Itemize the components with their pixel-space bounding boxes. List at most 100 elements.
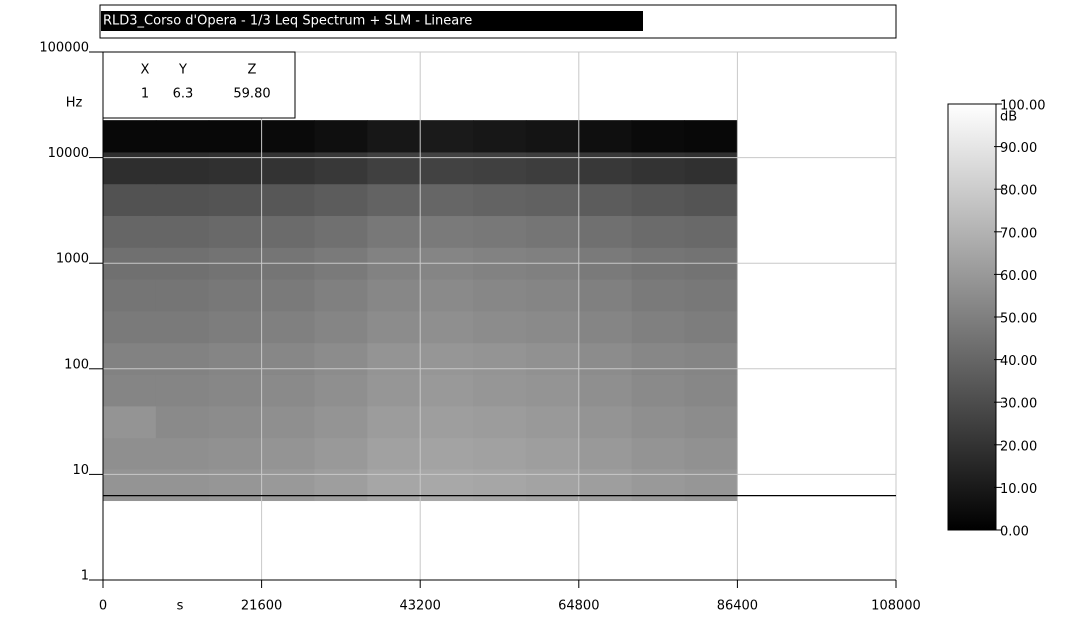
heat-cell bbox=[314, 405, 368, 439]
colorbar-tick-label: 20.00 bbox=[1000, 439, 1037, 454]
heat-cell bbox=[420, 436, 474, 470]
heat-cell bbox=[208, 310, 263, 344]
x-tick-label: 43200 bbox=[400, 599, 441, 614]
heat-cell bbox=[525, 215, 580, 248]
heat-cell bbox=[473, 342, 527, 375]
heat-cell bbox=[684, 120, 738, 153]
heat-cell bbox=[314, 120, 368, 153]
heat-cell bbox=[525, 342, 580, 375]
heat-cell bbox=[103, 405, 157, 439]
colorbar-tick-label: 80.00 bbox=[1000, 184, 1037, 199]
y-tick-label: 100 bbox=[64, 357, 89, 372]
heat-cell bbox=[367, 374, 421, 407]
heat-cell bbox=[420, 342, 474, 375]
heat-cell bbox=[103, 374, 157, 407]
heat-cell bbox=[473, 436, 527, 470]
heat-cell bbox=[261, 215, 315, 248]
heat-cell bbox=[261, 120, 315, 153]
heat-cell bbox=[208, 151, 263, 185]
heat-cell bbox=[578, 374, 633, 407]
colorbar bbox=[947, 103, 997, 531]
heat-cell bbox=[684, 151, 738, 185]
heat-cell bbox=[314, 436, 368, 470]
heat-cell bbox=[367, 120, 421, 153]
heat-cell bbox=[578, 279, 633, 312]
heat-cell bbox=[155, 215, 210, 248]
heat-cell bbox=[261, 405, 315, 439]
heat-cell bbox=[631, 342, 686, 375]
heat-cell bbox=[631, 310, 686, 344]
colorbar-tick-label: 50.00 bbox=[1000, 312, 1037, 327]
cursor-value: 1 bbox=[141, 87, 149, 102]
heat-cell bbox=[155, 374, 210, 407]
heat-cell bbox=[314, 215, 368, 248]
heat-cell bbox=[578, 183, 633, 217]
colorbar-tick-label: 90.00 bbox=[1000, 141, 1037, 156]
heat-cell bbox=[631, 405, 686, 439]
heat-cell bbox=[420, 183, 474, 217]
heat-cell bbox=[631, 151, 686, 185]
heat-cell bbox=[208, 279, 263, 312]
cursor-header: Y bbox=[178, 63, 187, 78]
heat-cell bbox=[420, 405, 474, 439]
y-tick-label: 100000 bbox=[39, 41, 89, 56]
heat-cell bbox=[473, 215, 527, 248]
heat-cell bbox=[314, 279, 368, 312]
y-tick-label: 10000 bbox=[48, 146, 89, 161]
heat-cell bbox=[473, 151, 527, 185]
heat-cell bbox=[631, 183, 686, 217]
heat-cell bbox=[208, 342, 263, 375]
heat-cell bbox=[684, 405, 738, 439]
colorbar-unit: dB bbox=[1000, 110, 1017, 125]
heat-cell bbox=[314, 374, 368, 407]
heat-cell bbox=[155, 120, 210, 153]
heat-cell bbox=[684, 183, 738, 217]
heat-cell bbox=[578, 215, 633, 248]
heat-cell bbox=[473, 374, 527, 407]
heat-cell bbox=[578, 405, 633, 439]
heat-cell bbox=[578, 120, 633, 153]
heat-cell bbox=[578, 436, 633, 470]
heat-cell bbox=[473, 279, 527, 312]
heat-cell bbox=[525, 183, 580, 217]
cursor-value: 59.80 bbox=[233, 87, 270, 102]
x-axis-label: s bbox=[177, 599, 184, 614]
heat-cell bbox=[103, 183, 157, 217]
colorbar-tick-label: 100.00 bbox=[1000, 99, 1046, 114]
colorbar-tick-label: 40.00 bbox=[1000, 354, 1037, 369]
heat-cell bbox=[473, 310, 527, 344]
heat-cell bbox=[103, 310, 157, 344]
heat-cell bbox=[208, 436, 263, 470]
heat-cell bbox=[261, 342, 315, 375]
cursor-header: X bbox=[141, 63, 150, 78]
heat-cell bbox=[208, 120, 263, 153]
heat-cell bbox=[525, 374, 580, 407]
heat-cell bbox=[103, 342, 157, 375]
chart-title: RLD3_Corso d'Opera - 1/3 Leq Spectrum + … bbox=[103, 14, 472, 29]
y-tick-label: 1 bbox=[81, 569, 89, 584]
heat-cell bbox=[473, 120, 527, 153]
x-tick-label: 0 bbox=[99, 599, 107, 614]
heat-cell bbox=[684, 342, 738, 375]
heat-cell bbox=[367, 215, 421, 248]
heat-cell bbox=[261, 151, 315, 185]
heat-cell bbox=[261, 279, 315, 312]
cursor-box bbox=[102, 51, 296, 119]
heat-cell bbox=[261, 374, 315, 407]
heat-cell bbox=[684, 215, 738, 248]
heat-cell bbox=[473, 183, 527, 217]
heat-cell bbox=[208, 405, 263, 439]
y-axis-label: Hz bbox=[66, 96, 83, 111]
heat-cell bbox=[525, 436, 580, 470]
heat-cell bbox=[103, 215, 157, 248]
colorbar-tick-label: 0.00 bbox=[1000, 525, 1029, 540]
heat-cell bbox=[155, 279, 210, 312]
heat-cell bbox=[367, 151, 421, 185]
y-tick-label: 1000 bbox=[56, 252, 89, 267]
title-highlight bbox=[101, 11, 643, 31]
heat-cell bbox=[155, 342, 210, 375]
cursor-value: 6.3 bbox=[173, 87, 194, 102]
heat-cell bbox=[314, 342, 368, 375]
colorbar-tick-label: 70.00 bbox=[1000, 226, 1037, 241]
